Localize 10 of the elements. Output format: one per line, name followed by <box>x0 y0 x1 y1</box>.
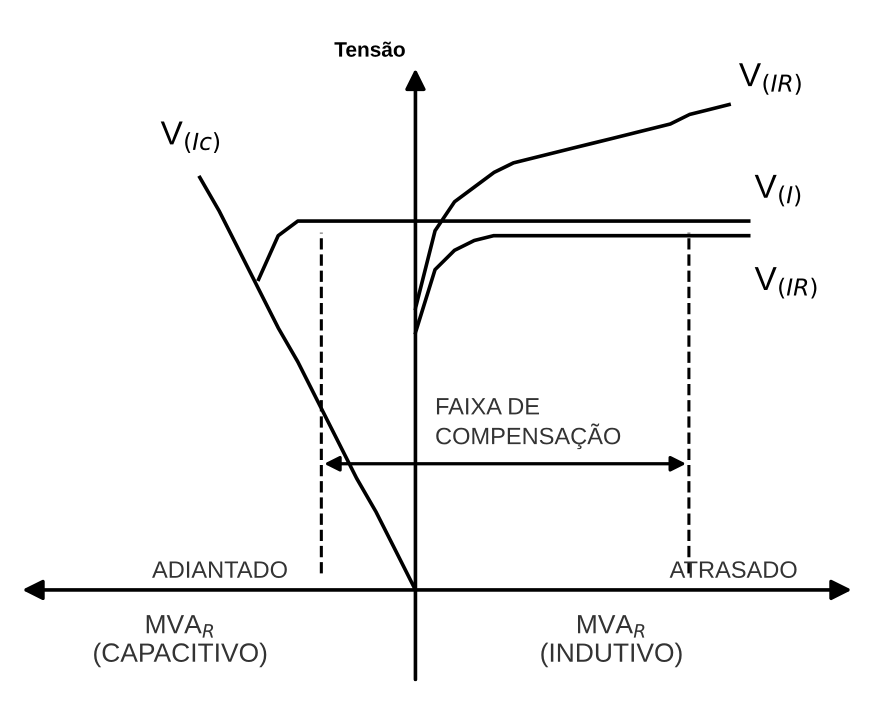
series-label: V$_{(Ic)}$ <box>160 121 220 153</box>
y-axis-title: Tensão <box>334 42 405 57</box>
series-label: V$_{(IR)}$ <box>739 63 801 95</box>
annotation: ADIANTADO <box>152 561 287 578</box>
series-label: V$_{(I)}$ <box>754 174 800 206</box>
text: MVA$_{R}$ (CAPACITIVO) <box>94 615 266 668</box>
series-label: V$_{(IR)}$ <box>754 267 816 299</box>
annotation: ATRASADO <box>670 561 797 578</box>
text: MVA$_{R}$ (INDUTIVO) <box>541 615 682 668</box>
annotation: FAIXA DE COMPENSAÇÃO <box>436 398 620 450</box>
